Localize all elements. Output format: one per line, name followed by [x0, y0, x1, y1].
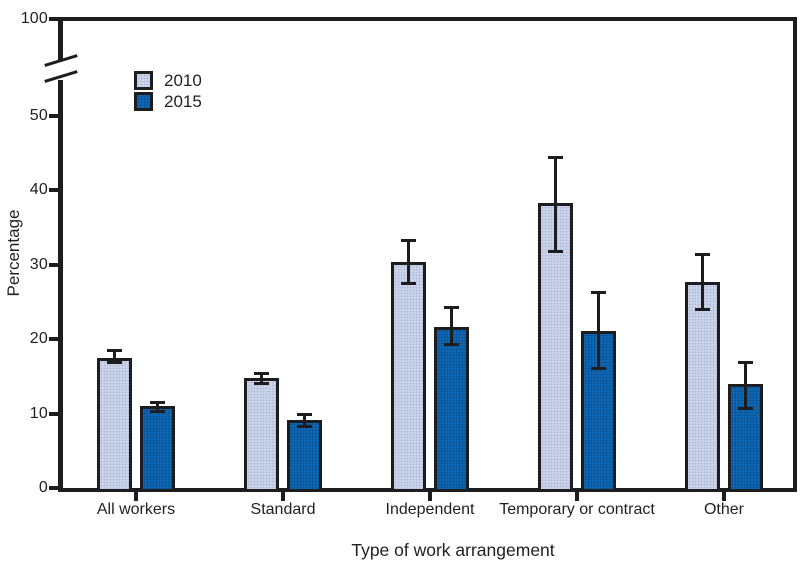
- x-tick-label-temporary-or-contract: Temporary or contract: [499, 501, 655, 518]
- y-tick-label-50: 50: [29, 106, 48, 124]
- error-cap-high-2010-other: [695, 252, 710, 256]
- error-cap-high-2010-all-workers: [107, 349, 122, 353]
- y-axis-line-lower: [58, 80, 63, 492]
- x-tick-independent: [428, 492, 432, 501]
- error-cap-low-2010-temporary-or-contract: [548, 249, 563, 253]
- error-bar-2010-temporary-or-contract: [554, 157, 557, 252]
- bar-2010-independent: [391, 262, 426, 492]
- y-tick-label-100: 100: [20, 10, 48, 27]
- x-tick-all-workers: [134, 492, 138, 501]
- x-tick-label-all-workers: All workers: [96, 501, 176, 518]
- legend-item-2015: 2015: [134, 92, 202, 111]
- x-tick-label-other: Other: [703, 501, 744, 518]
- y-tick-30: [49, 262, 58, 267]
- error-cap-high-2010-standard: [254, 371, 269, 375]
- x-axis-title: Type of work arrangement: [351, 540, 555, 560]
- legend: 2010 2015: [134, 71, 202, 113]
- y-tick-label-40: 40: [29, 181, 48, 198]
- y-tick-label-20: 20: [29, 330, 48, 347]
- error-cap-low-2010-standard: [254, 382, 269, 386]
- y-axis-line-upper: [58, 17, 63, 60]
- bar-2010-standard: [244, 377, 279, 492]
- error-cap-low-2015-other: [738, 406, 753, 410]
- y-tick-50: [49, 113, 58, 118]
- error-bar-2010-standard: [260, 373, 263, 384]
- x-tick-other: [722, 492, 726, 501]
- error-bar-2015-other: [744, 362, 747, 409]
- error-bar-2015-all-workers: [156, 402, 159, 412]
- x-tick-label-standard: Standard: [250, 501, 316, 518]
- error-cap-low-2015-all-workers: [150, 409, 165, 413]
- error-cap-high-2015-independent: [444, 306, 459, 310]
- x-axis-line: [58, 488, 797, 492]
- error-bar-2015-temporary-or-contract: [597, 292, 600, 369]
- legend-label-2015: 2015: [164, 92, 202, 111]
- error-cap-low-2015-independent: [444, 342, 459, 346]
- legend-label-2010: 2010: [164, 71, 202, 90]
- error-cap-low-2010-other: [695, 307, 710, 311]
- error-cap-low-2015-temporary-or-contract: [591, 367, 606, 371]
- error-bar-2015-independent: [450, 307, 453, 345]
- bar-2015-independent: [434, 327, 469, 492]
- legend-swatch-2015: [134, 92, 153, 111]
- error-bar-2010-independent: [407, 240, 410, 284]
- x-tick-standard: [281, 492, 285, 501]
- bar-2010-all-workers: [97, 357, 132, 492]
- error-cap-low-2015-standard: [297, 424, 312, 428]
- legend-item-2010: 2010: [134, 71, 202, 90]
- y-axis-title: Percentage: [4, 209, 23, 297]
- error-cap-high-2010-temporary-or-contract: [548, 155, 563, 159]
- error-cap-high-2010-independent: [401, 239, 416, 243]
- y-tick-10: [49, 411, 58, 416]
- y-tick-100: [49, 17, 58, 21]
- x-tick-label-independent: Independent: [385, 501, 475, 518]
- y-tick-40: [49, 188, 58, 192]
- y-tick-label-10: 10: [29, 404, 48, 422]
- error-bar-2010-all-workers: [113, 350, 116, 363]
- error-cap-high-2015-other: [738, 360, 753, 364]
- plot-top-border: [58, 17, 797, 21]
- error-cap-high-2015-temporary-or-contract: [591, 290, 606, 294]
- plot-right-border: [793, 17, 797, 492]
- error-bar-2015-standard: [303, 414, 306, 427]
- y-tick-label-30: 30: [29, 255, 48, 273]
- y-tick-0: [49, 486, 58, 490]
- legend-swatch-2010: [134, 71, 153, 90]
- error-cap-low-2010-all-workers: [107, 361, 122, 365]
- error-cap-low-2010-independent: [401, 281, 416, 285]
- bar-2010-other: [685, 281, 720, 492]
- y-tick-label-0: 0: [38, 479, 48, 496]
- bar-2010-temporary-or-contract: [538, 202, 573, 492]
- error-cap-high-2015-standard: [297, 412, 312, 416]
- bar-2015-standard: [287, 420, 322, 492]
- x-tick-temporary-or-contract: [575, 492, 579, 501]
- y-tick-20: [49, 337, 58, 341]
- error-bar-2010-other: [701, 254, 704, 310]
- bar-2015-all-workers: [140, 406, 175, 492]
- error-cap-high-2015-all-workers: [150, 400, 165, 404]
